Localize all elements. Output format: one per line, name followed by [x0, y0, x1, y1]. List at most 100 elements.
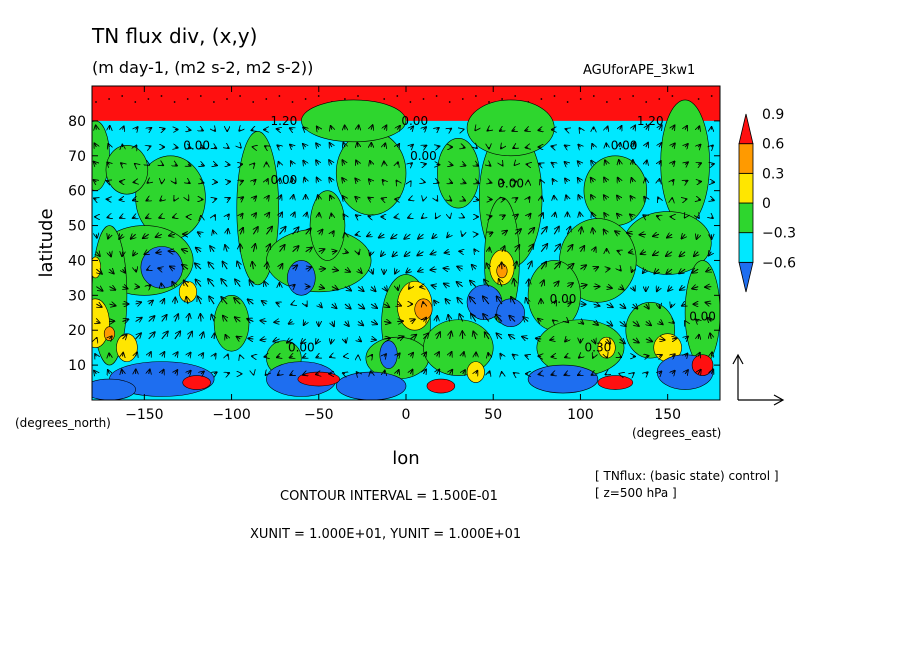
plot-area: 1.20 0.00 1.20 0.00 0.00 0.00 0.00 0.00 0.00 0.00…	[92, 86, 720, 400]
colorbar-segment	[738, 232, 754, 263]
polar-dot	[134, 101, 137, 103]
polar-dot	[514, 95, 517, 97]
flux-vector	[358, 125, 359, 129]
flux-vector	[607, 339, 611, 343]
flux-vector	[607, 127, 608, 130]
flux-vector	[620, 143, 621, 147]
flux-vector	[711, 146, 712, 147]
flux-vector	[457, 298, 464, 305]
contour-region	[466, 361, 485, 383]
flux-vector	[706, 269, 711, 271]
flux-vector	[356, 161, 358, 165]
colorbar: −0.6 −0.3 0 0.3 0.6 0.9	[738, 107, 796, 293]
flux-vector	[277, 356, 279, 357]
flux-vector	[410, 370, 412, 374]
polar-dot	[317, 95, 320, 97]
flux-vector	[147, 269, 149, 270]
flux-vector	[501, 147, 502, 148]
flux-vector	[629, 252, 633, 253]
flux-vector	[698, 163, 701, 164]
flux-vector	[659, 161, 661, 164]
flux-vector	[682, 234, 685, 238]
flux-vector	[252, 262, 253, 270]
y-tick-label: 50	[68, 219, 86, 235]
flux-vector	[345, 339, 346, 342]
flux-vector	[343, 196, 345, 199]
flux-vector	[711, 199, 713, 200]
flux-vector	[528, 197, 529, 199]
flux-vector	[240, 197, 243, 199]
flux-vector	[698, 127, 699, 130]
flux-vector	[317, 356, 319, 357]
flux-vector	[488, 130, 489, 131]
flux-vector	[123, 335, 127, 339]
flux-vector	[659, 179, 660, 182]
flux-vector	[195, 264, 202, 270]
polar-dot	[671, 95, 674, 97]
flux-vector	[593, 228, 594, 235]
flux-vector	[252, 130, 254, 131]
flux-vector	[450, 182, 452, 183]
flux-vector	[619, 304, 626, 308]
flux-vector	[330, 196, 332, 200]
flux-vector	[371, 339, 376, 340]
flux-vector	[247, 319, 254, 322]
flux-vector	[591, 195, 593, 199]
flux-vector	[423, 318, 426, 322]
colorbar-label: 0.9	[762, 107, 784, 123]
flux-vector	[305, 248, 312, 252]
flux-vector	[162, 129, 165, 130]
contour-label: 0.00	[689, 309, 716, 323]
flux-vector	[184, 281, 188, 287]
flux-vector	[565, 356, 567, 357]
flux-vector	[632, 322, 639, 326]
flux-vector	[450, 370, 453, 374]
flux-vector	[201, 147, 203, 148]
contour-label: 0.30	[585, 341, 612, 355]
flux-vector	[526, 298, 528, 305]
flux-vector	[450, 352, 452, 356]
polar-dot	[357, 95, 359, 97]
flux-vector	[305, 267, 312, 269]
flux-vector	[274, 322, 279, 323]
flux-vector	[632, 269, 633, 272]
flux-vector	[594, 322, 598, 325]
flux-vector	[369, 216, 372, 217]
flux-vector	[658, 198, 659, 200]
flux-vector	[423, 164, 425, 165]
flux-vector	[450, 332, 452, 340]
flux-vector	[370, 252, 371, 255]
flux-vector	[527, 245, 533, 253]
flux-vector	[432, 285, 437, 286]
flux-vector	[331, 287, 338, 290]
flux-vector	[235, 280, 241, 287]
flux-vector	[212, 315, 215, 322]
flux-vector	[410, 335, 416, 339]
flux-vector	[306, 228, 311, 235]
flux-vector	[565, 146, 567, 148]
flux-vector	[369, 179, 371, 182]
flux-vector	[470, 297, 477, 305]
flux-vector	[266, 244, 270, 252]
flux-vector	[437, 146, 440, 147]
flux-vector	[214, 215, 215, 216]
flux-vector	[408, 217, 410, 218]
flux-vector	[96, 126, 97, 130]
flux-vector	[343, 160, 345, 164]
flux-vector	[463, 199, 465, 200]
flux-vector	[457, 282, 463, 287]
flux-vector	[567, 227, 570, 235]
flux-vector	[410, 127, 413, 130]
flux-vector	[253, 244, 255, 252]
flux-vector	[156, 252, 162, 253]
flux-vector	[383, 180, 385, 182]
flux-vector	[225, 245, 227, 252]
flux-vector	[685, 162, 688, 164]
flux-vector	[646, 356, 648, 357]
flux-vector	[552, 374, 555, 375]
flux-vector	[345, 252, 348, 253]
flux-vector	[484, 280, 489, 287]
flux-vector	[303, 144, 306, 147]
flux-vector	[604, 178, 606, 182]
flux-vector	[604, 230, 607, 235]
